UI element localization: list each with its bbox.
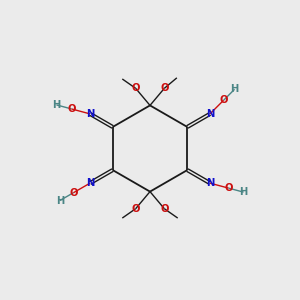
Text: O: O bbox=[224, 183, 233, 193]
Text: O: O bbox=[131, 83, 140, 93]
Text: O: O bbox=[67, 104, 76, 114]
Text: H: H bbox=[56, 196, 64, 206]
Text: O: O bbox=[160, 83, 169, 93]
Text: O: O bbox=[131, 204, 140, 214]
Text: H: H bbox=[52, 100, 61, 110]
Text: O: O bbox=[69, 188, 77, 198]
Text: N: N bbox=[86, 109, 94, 119]
Text: H: H bbox=[239, 187, 248, 197]
Text: N: N bbox=[206, 178, 214, 188]
Text: N: N bbox=[206, 109, 214, 119]
Text: O: O bbox=[160, 204, 169, 214]
Text: O: O bbox=[219, 95, 228, 105]
Text: N: N bbox=[86, 178, 94, 188]
Text: H: H bbox=[230, 84, 239, 94]
